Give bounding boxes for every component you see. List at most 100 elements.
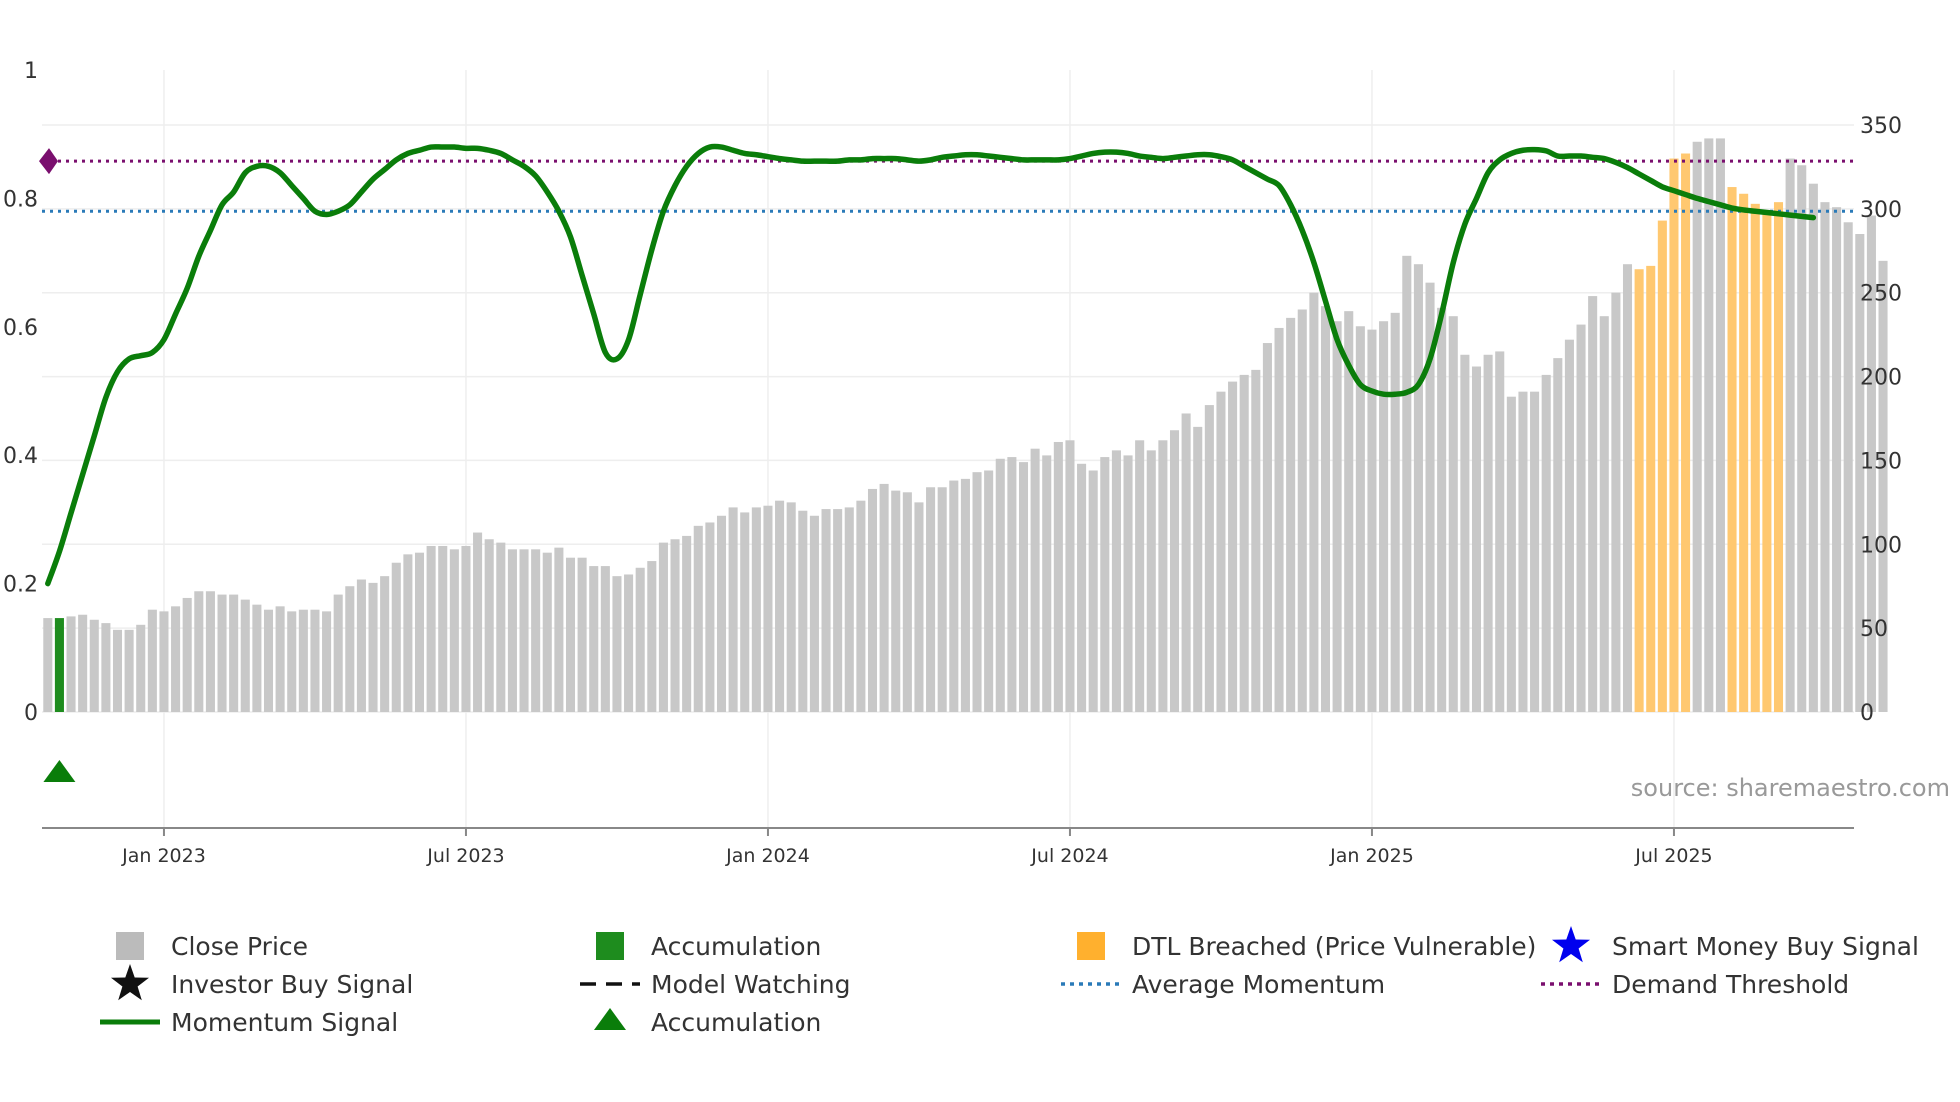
momentum-series xyxy=(45,143,1817,587)
x-tick-label: Jan 2024 xyxy=(725,845,810,867)
x-tick-label: Jan 2023 xyxy=(121,845,206,867)
price-bar xyxy=(1657,220,1667,712)
legend-label: Accumulation xyxy=(651,932,821,961)
legend-swatch xyxy=(1077,932,1105,960)
price-bar xyxy=(205,591,215,712)
price-bar xyxy=(403,554,413,712)
accumulation-marker xyxy=(43,760,76,782)
price-bar xyxy=(1855,234,1865,712)
legend-item: Accumulation xyxy=(596,932,821,961)
price-bar xyxy=(902,492,912,712)
price-bar xyxy=(380,576,390,712)
price-bar xyxy=(252,604,262,712)
price-bar xyxy=(565,557,576,712)
price-bar xyxy=(263,609,274,712)
price-bar xyxy=(647,561,657,712)
price-bar xyxy=(1158,440,1168,712)
price-bar xyxy=(763,505,773,712)
source-label: source: sharemaestro.com xyxy=(1631,774,1950,802)
price-bar xyxy=(507,549,517,712)
price-bar xyxy=(1646,265,1656,712)
price-bar xyxy=(1471,366,1482,712)
price-bar xyxy=(1379,321,1389,712)
price-bar xyxy=(1390,312,1400,712)
price-bar xyxy=(112,629,123,712)
price-bar xyxy=(1111,450,1121,712)
axes: 0 0.2 0.4 0.6 0.8 1 0 50 100 150 200 250 300 350 Jan 2… xyxy=(3,59,1902,867)
price-bar xyxy=(612,576,622,712)
price-bar xyxy=(1309,292,1319,712)
legend-item: Smart Money Buy Signal xyxy=(1552,926,1919,963)
price-bar xyxy=(484,539,494,712)
price-bar xyxy=(519,549,529,712)
price-bar xyxy=(1042,455,1052,712)
x-tick-label: Jan 2025 xyxy=(1329,845,1414,867)
price-bar xyxy=(682,535,692,712)
price-bar xyxy=(635,567,645,712)
price-bar xyxy=(972,472,982,712)
price-bar xyxy=(600,566,610,712)
price-bar xyxy=(1773,202,1784,713)
price-bar xyxy=(1797,165,1807,712)
legend-label: Investor Buy Signal xyxy=(171,970,413,999)
price-bar xyxy=(577,557,587,712)
price-bar xyxy=(1808,183,1818,712)
price-bar xyxy=(914,502,924,712)
price-bar xyxy=(275,606,285,712)
right-tick-label: 300 xyxy=(1860,198,1902,223)
price-bar xyxy=(1053,441,1063,712)
price-bar xyxy=(217,594,227,712)
price-bar xyxy=(287,611,297,712)
right-tick-label: 350 xyxy=(1860,114,1902,139)
price-bar xyxy=(670,539,680,712)
price-bar xyxy=(1135,440,1145,712)
price-bar xyxy=(554,547,564,712)
price-bar xyxy=(1286,317,1296,712)
legend-item: DTL Breached (Price Vulnerable) xyxy=(1077,932,1536,961)
price-bar xyxy=(809,515,819,712)
left-tick-label: 0 xyxy=(24,701,38,726)
legend-label: Average Momentum xyxy=(1132,970,1385,999)
price-bar xyxy=(1541,374,1551,712)
price-bar xyxy=(1204,405,1214,712)
price-bar xyxy=(1715,138,1725,713)
price-bar xyxy=(1599,316,1609,712)
price-bar xyxy=(1518,391,1528,712)
price-bar xyxy=(1146,450,1156,712)
price-bar xyxy=(1495,351,1505,712)
price-bar xyxy=(716,515,727,712)
price-bar xyxy=(1332,321,1342,712)
price-bar xyxy=(995,458,1005,712)
price-bar xyxy=(345,586,355,712)
price-bar xyxy=(1437,307,1447,712)
price-bar xyxy=(1425,282,1435,712)
price-bar xyxy=(473,532,483,712)
price-bar xyxy=(1553,358,1563,712)
legend-triangle-icon xyxy=(594,1008,626,1030)
legend-swatch xyxy=(116,932,144,960)
price-bar xyxy=(449,549,459,712)
price-bar xyxy=(159,611,169,712)
price-bar xyxy=(1123,455,1133,712)
price-bar xyxy=(171,606,181,712)
price-bar xyxy=(775,500,785,712)
price-bar xyxy=(1866,215,1876,712)
price-bars xyxy=(43,138,1888,713)
right-tick-label: 100 xyxy=(1860,533,1902,558)
price-bar xyxy=(182,597,192,712)
price-bar xyxy=(891,490,901,712)
price-bar xyxy=(1588,296,1598,712)
price-bar xyxy=(798,510,808,712)
price-bar xyxy=(1007,457,1017,712)
legend-label: Momentum Signal xyxy=(171,1008,398,1037)
price-bar xyxy=(54,618,64,712)
price-bar xyxy=(984,470,994,712)
price-bar xyxy=(147,609,157,712)
price-bar xyxy=(1530,391,1540,712)
legend-item: Momentum Signal xyxy=(100,1008,398,1037)
left-tick-label: 1 xyxy=(24,59,38,84)
price-bar xyxy=(1785,158,1795,713)
price-bar xyxy=(1762,212,1772,712)
price-bar xyxy=(1088,470,1098,712)
